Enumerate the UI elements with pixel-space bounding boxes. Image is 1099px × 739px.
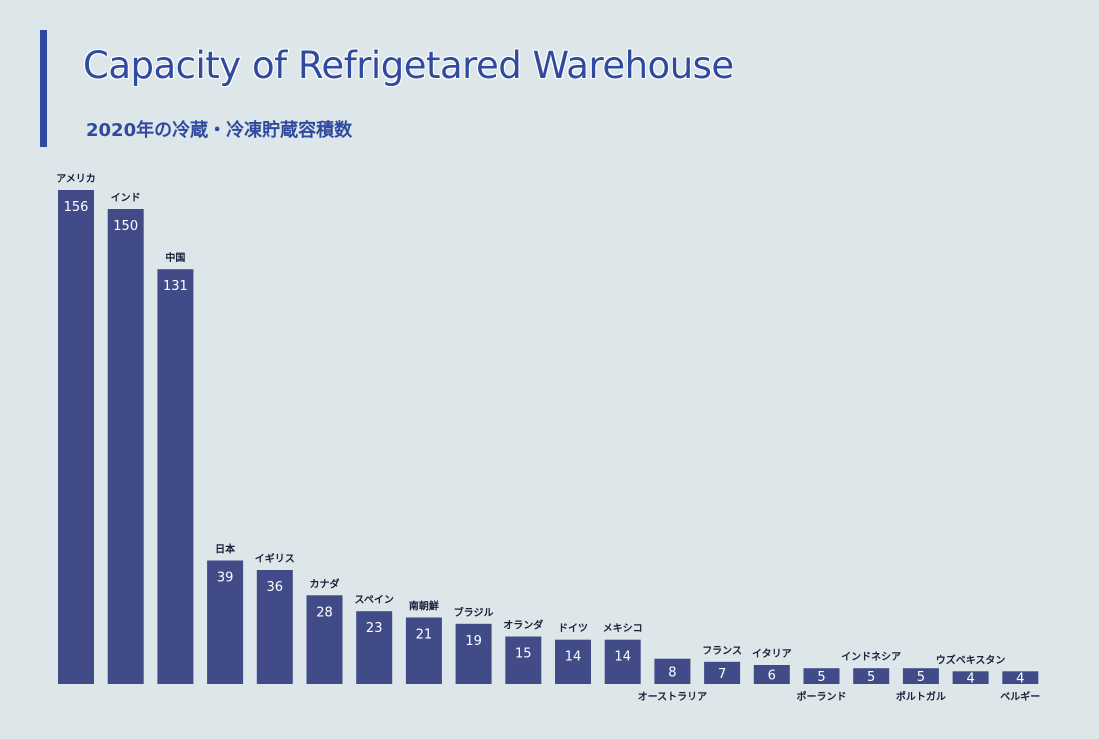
bar: [704, 661, 741, 684]
bar: [58, 190, 94, 684]
bar-value-label: 23: [366, 621, 383, 636]
chart-subtitle: 2020年の冷蔵・冷凍貯蔵容積数: [86, 120, 353, 141]
bar-value-label: 39: [217, 571, 234, 586]
bar: [306, 595, 343, 684]
category-label: ベルギー: [1000, 690, 1040, 703]
category-label: インドネシア: [841, 651, 901, 663]
bar: [952, 671, 989, 684]
bar: [157, 269, 194, 684]
category-label: スペイン: [355, 594, 394, 606]
bar: [405, 617, 442, 684]
bar: [505, 636, 542, 684]
bar-value-label: 14: [614, 650, 631, 665]
bar-value-label: 8: [668, 665, 676, 680]
bar-value-label: 4: [966, 672, 974, 687]
bar-value-label: 14: [565, 650, 582, 665]
bar-value-label: 21: [416, 628, 433, 643]
category-label: 中国: [165, 251, 185, 264]
bar: [902, 668, 939, 684]
bar: [555, 639, 591, 684]
category-label: オーストラリア: [638, 691, 708, 703]
bar-value-label: 5: [917, 670, 925, 685]
bar: [356, 611, 393, 684]
bar-value-label: 28: [316, 605, 333, 620]
bar: [654, 658, 691, 684]
category-label: ウズベキスタン: [936, 653, 1006, 666]
bar-value-label: 4: [1016, 672, 1024, 687]
bar: [256, 570, 293, 684]
bar-value-label: 15: [515, 647, 532, 662]
chart-title: Capacity of Refrigetared Warehouse: [83, 44, 734, 87]
bar-value-label: 19: [465, 634, 482, 649]
bar: [753, 665, 790, 684]
category-label: ブラジル: [454, 606, 494, 619]
category-label: ドイツ: [558, 623, 588, 635]
bar: [207, 560, 244, 684]
category-label: ポーランド: [797, 690, 847, 703]
bar: [803, 668, 840, 684]
category-label: 南朝鮮: [409, 600, 439, 613]
category-label: 日本: [215, 543, 236, 556]
bar-value-label: 6: [768, 669, 776, 684]
title-accent-bar: [40, 30, 47, 147]
category-label: カナダ: [310, 577, 340, 590]
category-label: フランス: [702, 645, 742, 657]
bar-value-label: 131: [163, 279, 188, 294]
bar: [604, 639, 641, 684]
category-label: オランダ: [503, 619, 543, 632]
category-label: イタリア: [752, 648, 792, 660]
bar: [107, 209, 144, 684]
category-label: メキシコ: [603, 623, 643, 635]
category-label: ポルトガル: [896, 690, 946, 703]
bar: [455, 623, 492, 684]
bar-value-label: 7: [718, 667, 726, 682]
bar-value-label: 36: [267, 580, 284, 595]
bar-value-label: 150: [113, 219, 138, 234]
category-label: インド: [111, 192, 141, 204]
bar-value-label: 5: [817, 670, 825, 685]
category-label: イギリス: [255, 552, 295, 565]
bar-value-label: 5: [867, 670, 875, 685]
bar-value-label: 156: [64, 200, 89, 215]
bar: [853, 668, 890, 684]
bar: [1002, 671, 1039, 684]
category-label: アメリカ: [56, 173, 96, 185]
